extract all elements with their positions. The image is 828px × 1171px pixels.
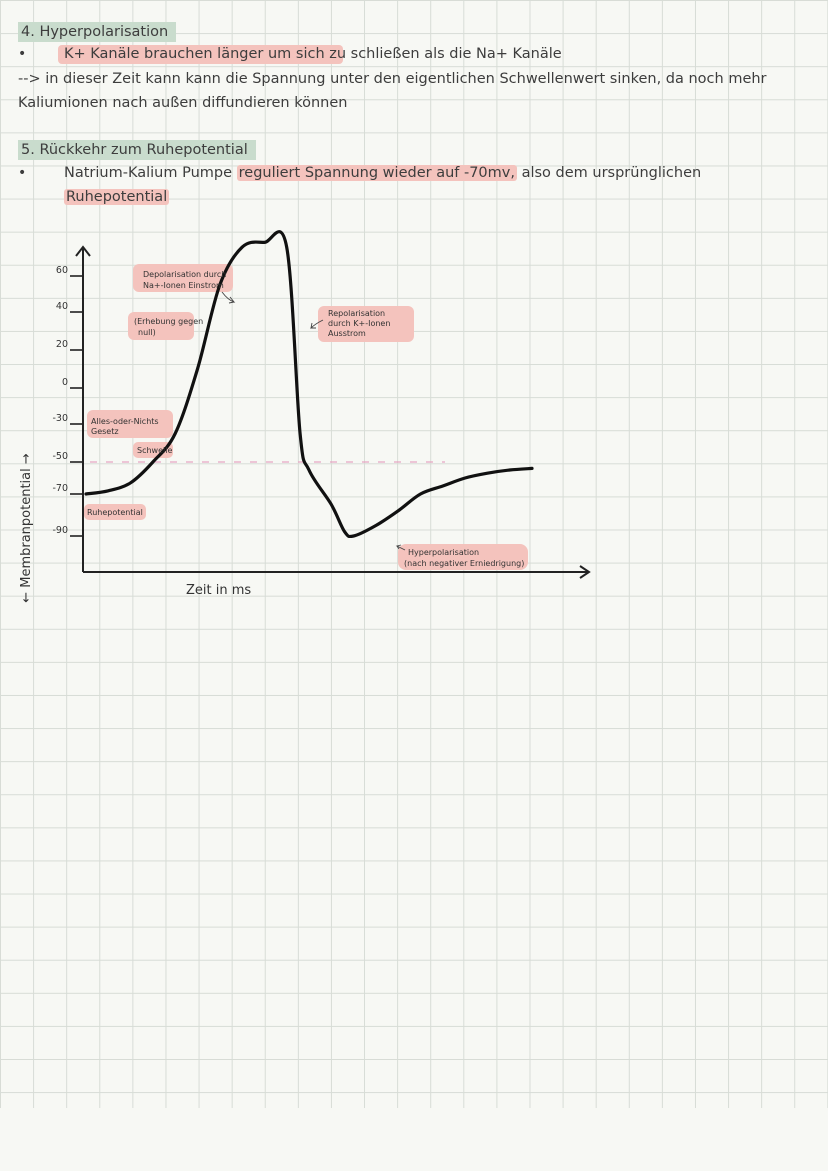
hyper-arrow (395, 544, 406, 551)
repol-label-1: Repolarisation (328, 309, 385, 318)
y-tick-label: -70 (52, 483, 68, 494)
depol-label-1: Depolarisation durch (143, 270, 226, 279)
depol-arrow (221, 291, 236, 304)
x-axis-label: Zeit in ms (186, 583, 251, 598)
x-axis-arrow (579, 565, 591, 579)
section-5-bullet-highlight: reguliert Spannung wieder auf -70mv, (236, 165, 517, 181)
page-bottom-margin (0, 1108, 828, 1171)
y-tick-label: 0 (62, 377, 68, 388)
y-axis-label: ← Membranpotential → (19, 453, 34, 603)
alles-highlight (87, 410, 173, 438)
section-5-line-2: Ruhepotential (64, 187, 170, 207)
annotation-highlights (84, 264, 528, 570)
section-4-line-2: --> in dieser Zeit kann kann die Spannun… (18, 71, 767, 87)
hyper-label-2: (nach negativer Erniedrigung) (404, 559, 524, 568)
repol-highlight (318, 306, 414, 342)
schwelle-label: Schwelle (137, 446, 172, 455)
y-tick-label: -50 (52, 451, 68, 462)
repol-label-3: Ausstrom (328, 329, 366, 338)
erhebung-highlight (128, 312, 194, 340)
hyper-highlight (398, 544, 528, 570)
y-ticks: 60 40 20 0 -30 -50 -70 -90 (52, 265, 83, 537)
schwelle-highlight (133, 442, 173, 458)
section-5-bullet: Natrium-Kalium Pumpe reguliert Spannung … (64, 163, 701, 183)
y-tick-label: 20 (56, 339, 68, 350)
repol-label-2: durch K+-Ionen (328, 319, 390, 328)
y-tick-label: 60 (56, 265, 68, 276)
bullet-dot: • (18, 165, 27, 181)
bullet-dot: • (18, 46, 27, 62)
ruhe-label: Ruhepotential (87, 508, 143, 517)
section-4-heading: 4. Hyperpolarisation (18, 22, 177, 42)
section-5-heading: 5. Rückkehr zum Ruhepotential (18, 140, 256, 160)
depol-label-2: Na+-Ionen Einstrom (143, 281, 224, 290)
section-5-line-2-highlight: Ruhepotential (64, 189, 170, 205)
ruhe-highlight (84, 504, 146, 520)
section-5-bullet-pre: Natrium-Kalium Pumpe (64, 165, 233, 181)
section-4-bullet: K+ Kanäle brauchen länger um sich zu sch… (64, 46, 562, 62)
section-5-bullet-post: also dem ursprünglichen (521, 165, 702, 181)
alles-label-2: Gesetz (91, 427, 119, 436)
action-potential-curve (84, 230, 534, 539)
y-tick-label: 40 (56, 301, 68, 312)
y-axis-arrow (75, 245, 91, 257)
depol-highlight (133, 264, 233, 292)
y-tick-label: -90 (52, 525, 68, 536)
action-potential-chart: 60 40 20 0 -30 -50 -70 -90 Depolarisation durch… (19, 230, 591, 603)
erhebung-label-1: (Erhebung gegen (134, 317, 203, 326)
erhebung-label-2: null) (138, 328, 156, 337)
hyper-label-1: Hyperpolarisation (408, 548, 479, 557)
alles-label-1: Alles-oder-Nichts (91, 417, 159, 426)
highlight-mark (58, 45, 343, 64)
section-4-line-3: Kaliumionen nach außen diffundieren könn… (18, 95, 348, 111)
y-tick-label: -30 (52, 413, 68, 424)
repol-arrow (309, 319, 324, 329)
